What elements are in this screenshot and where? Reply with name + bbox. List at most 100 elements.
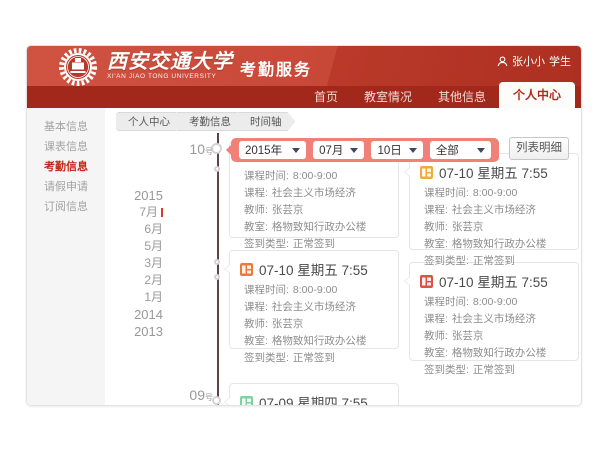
breadcrumb-item[interactable]: 个人中心 bbox=[116, 112, 184, 131]
detail-label: 课程: bbox=[424, 204, 448, 216]
card-header: 07-10 星期五 7:55 bbox=[410, 154, 578, 185]
filter-select-value: 全部 bbox=[435, 145, 459, 157]
user-info[interactable]: 张小小 学生 bbox=[497, 53, 571, 69]
attendance-card: 07-10 星期五 7:55 课程时间: 8:00-9:00 课程: 社会主义市场经济教… bbox=[404, 153, 579, 267]
detail-label: 课程: bbox=[244, 187, 268, 199]
detail-value: 张芸京 bbox=[271, 204, 304, 216]
breadcrumb: 个人中心 考勤信息 时间轴 bbox=[116, 112, 289, 131]
timeline-month-item[interactable]: 2月 bbox=[144, 273, 163, 287]
card-detail-line: 签到类型: 正常签到 bbox=[230, 236, 398, 253]
header-diagonal-band bbox=[27, 46, 581, 86]
sidebar-item[interactable]: 基本信息 bbox=[44, 121, 88, 133]
detail-value: 格物致知行政办公楼 bbox=[271, 221, 367, 233]
detail-label: 课程时间: bbox=[244, 170, 289, 182]
filter-select[interactable]: 07月 bbox=[313, 141, 365, 159]
card-detail-line: 课程时间: 8:00-9:00 bbox=[410, 185, 578, 202]
timeline-month-item[interactable]: 5月 bbox=[144, 239, 163, 253]
breadcrumb-item[interactable]: 时间轴 bbox=[238, 112, 296, 131]
detail-value: 格物致知行政办公楼 bbox=[451, 238, 547, 250]
attendance-card: 07-09 星期四 7:55 bbox=[224, 383, 399, 405]
detail-value: 社会主义市场经济 bbox=[451, 313, 536, 325]
detail-value: 正常签到 bbox=[292, 238, 335, 250]
sidebar: 基本信息课表信息考勤信息请假申请订阅信息 bbox=[27, 108, 105, 405]
detail-value: 正常签到 bbox=[472, 255, 515, 267]
card-header: 07-10 星期五 7:55 bbox=[230, 251, 398, 282]
sidebar-item[interactable]: 订阅信息 bbox=[44, 201, 88, 213]
card-detail-line: 课程时间: 8:00-9:00 bbox=[410, 294, 578, 311]
card-date-title: 07-10 星期五 7:55 bbox=[439, 275, 548, 290]
university-name-cn: 西安交通大学 bbox=[107, 49, 233, 73]
timeline-month-item[interactable]: 6月 bbox=[144, 222, 163, 236]
page-title: 考勤服务 bbox=[240, 62, 313, 79]
card-detail-line: 教室: 格物致知行政办公楼 bbox=[230, 219, 398, 236]
timeline-month-item[interactable]: 7月 bbox=[107, 204, 163, 221]
detail-label: 教师: bbox=[244, 204, 268, 216]
chevron-down-icon bbox=[292, 147, 301, 153]
timeline-node bbox=[214, 259, 220, 265]
chevron-down-icon bbox=[350, 147, 359, 153]
sidebar-item[interactable]: 课表信息 bbox=[44, 141, 88, 153]
user-role: 学生 bbox=[549, 56, 571, 68]
breadcrumb-item[interactable]: 考勤信息 bbox=[177, 112, 245, 131]
nav-tab-item[interactable]: 首页 bbox=[313, 90, 338, 104]
list-detail-button[interactable]: 列表明细 bbox=[509, 137, 569, 160]
card-detail-line: 教室: 格物致知行政办公楼 bbox=[410, 345, 578, 362]
nav-bar: 首页 教室情况 其他信息 个人中心 bbox=[27, 82, 581, 108]
detail-label: 课程时间: bbox=[424, 187, 469, 199]
calendar-seal-icon bbox=[240, 395, 253, 405]
filter-select[interactable]: 10日 bbox=[371, 141, 423, 159]
sidebar-item[interactable]: 请假申请 bbox=[44, 181, 88, 193]
card-detail-line: 课程时间: 8:00-9:00 bbox=[230, 282, 398, 299]
detail-label: 课程: bbox=[244, 301, 268, 313]
timeline-year-item[interactable]: 2015 bbox=[134, 188, 163, 203]
timeline-day-label: 09号 bbox=[189, 387, 213, 403]
timeline-axis bbox=[217, 133, 219, 405]
detail-value: 张芸京 bbox=[271, 318, 304, 330]
chevron-down-icon bbox=[408, 147, 417, 153]
user-name: 张小小 bbox=[512, 56, 545, 68]
card-detail-line: 课程: 社会主义市场经济 bbox=[230, 299, 398, 316]
timeline-month-item[interactable]: 3月 bbox=[144, 256, 163, 270]
detail-label: 签到类型: bbox=[424, 364, 469, 376]
detail-value: 8:00-9:00 bbox=[472, 296, 518, 308]
timeline-year-item[interactable]: 2013 bbox=[134, 324, 163, 339]
card-detail-line: 教师: 张芸京 bbox=[410, 219, 578, 236]
card-detail-line: 教室: 格物致知行政办公楼 bbox=[410, 236, 578, 253]
detail-label: 教师: bbox=[424, 221, 448, 233]
detail-value: 张芸京 bbox=[451, 330, 484, 342]
detail-label: 签到类型: bbox=[244, 352, 289, 364]
card-date-title: 07-10 星期五 7:55 bbox=[439, 166, 548, 181]
timeline-day-label: 10号 bbox=[189, 141, 213, 157]
timeline-month-item[interactable]: 1月 bbox=[144, 290, 163, 304]
detail-label: 课程时间: bbox=[424, 296, 469, 308]
detail-label: 签到类型: bbox=[424, 255, 469, 267]
card-detail-line: 课程时间: 8:00-9:00 bbox=[230, 168, 398, 185]
content-area: 基本信息 课表信息 考勤信息 请假申请 订阅信息 个人中心 考勤信息 时间轴 2015 7月 6… bbox=[27, 108, 581, 405]
detail-label: 教师: bbox=[244, 318, 268, 330]
nav-tab-item[interactable]: 教室情况 bbox=[363, 90, 412, 104]
timeline-year-item[interactable]: 2014 bbox=[134, 307, 163, 322]
detail-value: 8:00-9:00 bbox=[472, 187, 518, 199]
detail-label: 教室: bbox=[424, 347, 448, 359]
filter-select[interactable]: 全部 bbox=[429, 141, 491, 159]
detail-value: 正常签到 bbox=[292, 352, 335, 364]
detail-value: 格物致知行政办公楼 bbox=[451, 347, 547, 359]
nav-tab-item[interactable]: 其他信息 bbox=[437, 90, 486, 104]
nav-tab-active[interactable]: 个人中心 bbox=[498, 82, 575, 108]
card-detail-line: 课程: 社会主义市场经济 bbox=[230, 185, 398, 202]
user-icon bbox=[497, 56, 508, 66]
detail-value: 社会主义市场经济 bbox=[271, 187, 356, 199]
card-header: 07-09 星期四 7:55 bbox=[230, 384, 398, 405]
card-detail-line: 课程: 社会主义市场经济 bbox=[410, 202, 578, 219]
detail-label: 课程时间: bbox=[244, 284, 289, 296]
sidebar-item[interactable]: 考勤信息 bbox=[44, 161, 88, 173]
detail-label: 教室: bbox=[244, 335, 268, 347]
timeline-node bbox=[212, 396, 221, 405]
card-detail-line: 签到类型: 正常签到 bbox=[410, 362, 578, 379]
filter-select[interactable]: 2015年 bbox=[239, 141, 307, 159]
university-logo-icon bbox=[59, 48, 97, 86]
attendance-card: 07-10 星期五 7:55 课程时间: 8:00-9:00 课程: 社会主义市场经济教… bbox=[404, 262, 579, 376]
card-date-title: 07-10 星期五 7:55 bbox=[259, 263, 368, 278]
card-detail-line: 签到类型: 正常签到 bbox=[230, 350, 398, 367]
chevron-down-icon bbox=[477, 147, 485, 153]
